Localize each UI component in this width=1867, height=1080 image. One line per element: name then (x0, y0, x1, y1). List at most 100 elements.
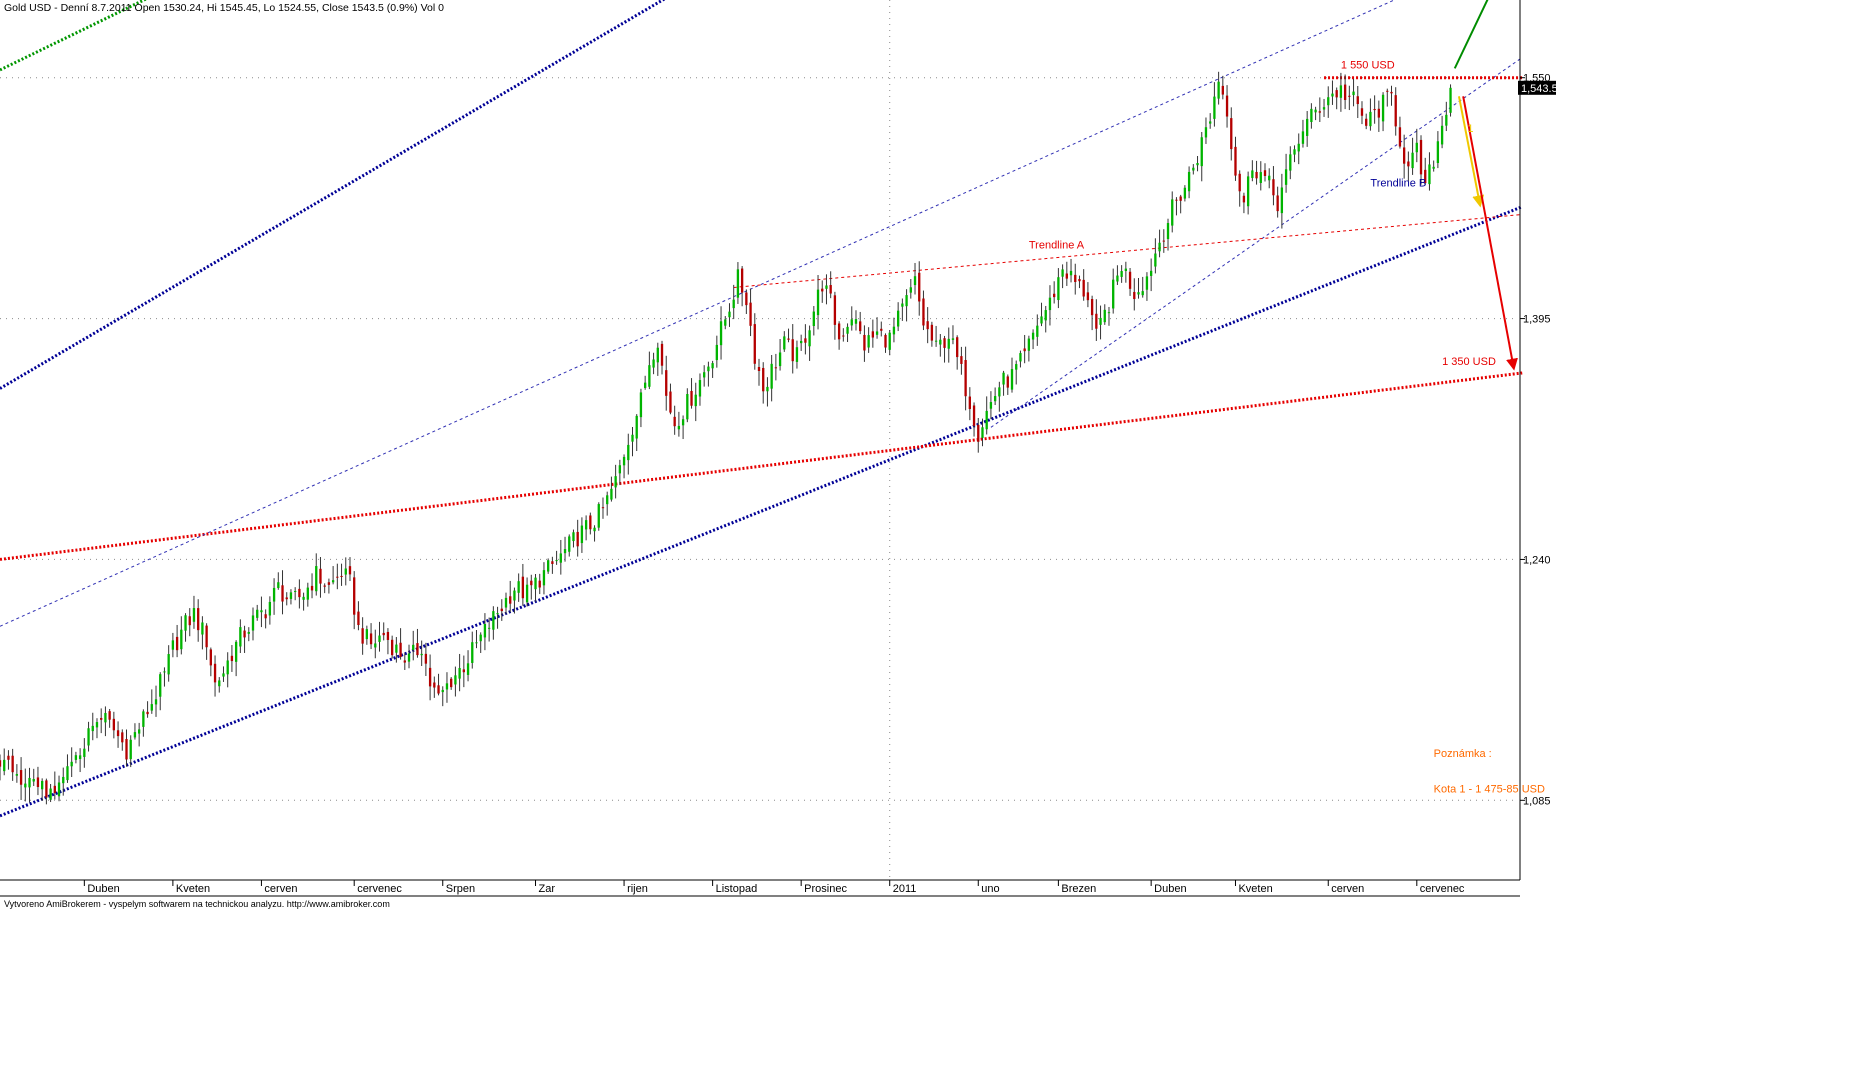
candle-up (395, 644, 398, 653)
candle-up (218, 680, 221, 687)
candle-up (3, 759, 6, 772)
candle-down (1263, 170, 1267, 176)
candle-up (1141, 291, 1144, 296)
candle-up (1445, 114, 1448, 126)
trendlines (0, 0, 1523, 818)
candle-up (137, 729, 141, 734)
candle-down (977, 424, 980, 442)
candle-up (192, 608, 196, 622)
candle-up (1289, 154, 1292, 171)
label-1350: 1 350 USD (1442, 356, 1496, 368)
candle-down (673, 416, 676, 427)
candle-up (226, 660, 229, 675)
candle-up (251, 615, 255, 631)
candle-up (1031, 332, 1035, 340)
candle-up (643, 382, 647, 388)
candle-up (901, 303, 904, 307)
candle-down (665, 370, 668, 396)
candle-down (859, 321, 862, 332)
candle-up (268, 601, 272, 616)
candle-down (323, 585, 326, 587)
candle-up (1369, 111, 1372, 127)
candle-down (1394, 95, 1397, 127)
candle-up (547, 560, 550, 572)
candle-down (972, 405, 976, 426)
candle-up (905, 295, 908, 307)
candle-up (471, 642, 474, 663)
candle-up (1107, 312, 1111, 314)
candle-down (1318, 111, 1321, 113)
candle-up (1301, 131, 1305, 144)
x-tick-label: cervenec (357, 883, 402, 895)
candle-up (1069, 270, 1073, 276)
grid (0, 0, 1518, 878)
candle-down (399, 642, 402, 657)
candle-down (1424, 169, 1427, 184)
candle-up (24, 783, 27, 788)
candle-down (821, 288, 824, 292)
candle-down (281, 585, 284, 602)
candle-up (454, 675, 457, 685)
candle-up (1103, 309, 1106, 323)
candle-down (433, 682, 436, 688)
candle-up (525, 584, 529, 603)
candle-up (441, 689, 444, 693)
candle-up (618, 465, 622, 474)
candle-up (534, 577, 537, 590)
candle-down (968, 396, 971, 410)
candle-up (1306, 118, 1309, 136)
candle-down (837, 323, 841, 340)
candle-down (121, 732, 124, 743)
candle-up (28, 777, 31, 788)
candle-up (985, 410, 988, 430)
candle-up (1280, 187, 1284, 214)
candle-up (129, 739, 132, 760)
candle-down (930, 324, 934, 341)
candle-up (407, 653, 411, 662)
candle-down (880, 328, 883, 331)
candle-up (627, 444, 630, 461)
candle-up (57, 782, 61, 797)
candle-up (1124, 268, 1128, 272)
candle-up (154, 699, 158, 705)
candle-down (348, 566, 352, 575)
candle-up (201, 622, 204, 635)
candle-down (382, 632, 385, 636)
candle-up (1339, 85, 1343, 98)
candle-down (428, 667, 432, 687)
candle-up (1040, 316, 1043, 324)
candle-down (45, 780, 48, 798)
candle-up (909, 287, 912, 293)
candle-up (711, 363, 714, 369)
candle-up (234, 641, 238, 662)
candle-up (724, 319, 727, 326)
candle-up (580, 525, 584, 544)
candle-down (1272, 179, 1275, 196)
candle-down (1377, 108, 1381, 118)
candle-down (125, 739, 128, 760)
candle-down (1234, 146, 1237, 176)
candle-up (1217, 81, 1220, 99)
candle-up (766, 386, 769, 392)
candle-down (357, 611, 360, 626)
candle-up (947, 338, 950, 349)
x-tick-label: 2011 (893, 883, 917, 895)
candle-up (1171, 199, 1174, 226)
candle-up (496, 613, 499, 615)
candle-down (1221, 85, 1224, 95)
green-up-arrow (1453, 0, 1489, 69)
candle-up (1200, 137, 1203, 167)
candle-down (500, 608, 503, 612)
candle-down (1373, 108, 1376, 111)
red-support-line-thick (0, 371, 1523, 561)
candle-down (205, 625, 208, 648)
x-axis: Duben Kveten cerven cervenec Srpen Zar rijen Li… (83, 880, 1465, 895)
candle-up (686, 394, 689, 420)
candle-up (1314, 109, 1317, 113)
candle-down (361, 628, 364, 644)
candle-down (842, 335, 845, 337)
candle-up (74, 755, 78, 760)
candle-up (1027, 338, 1031, 351)
candle-up (1036, 325, 1039, 337)
candle-up (15, 774, 19, 776)
